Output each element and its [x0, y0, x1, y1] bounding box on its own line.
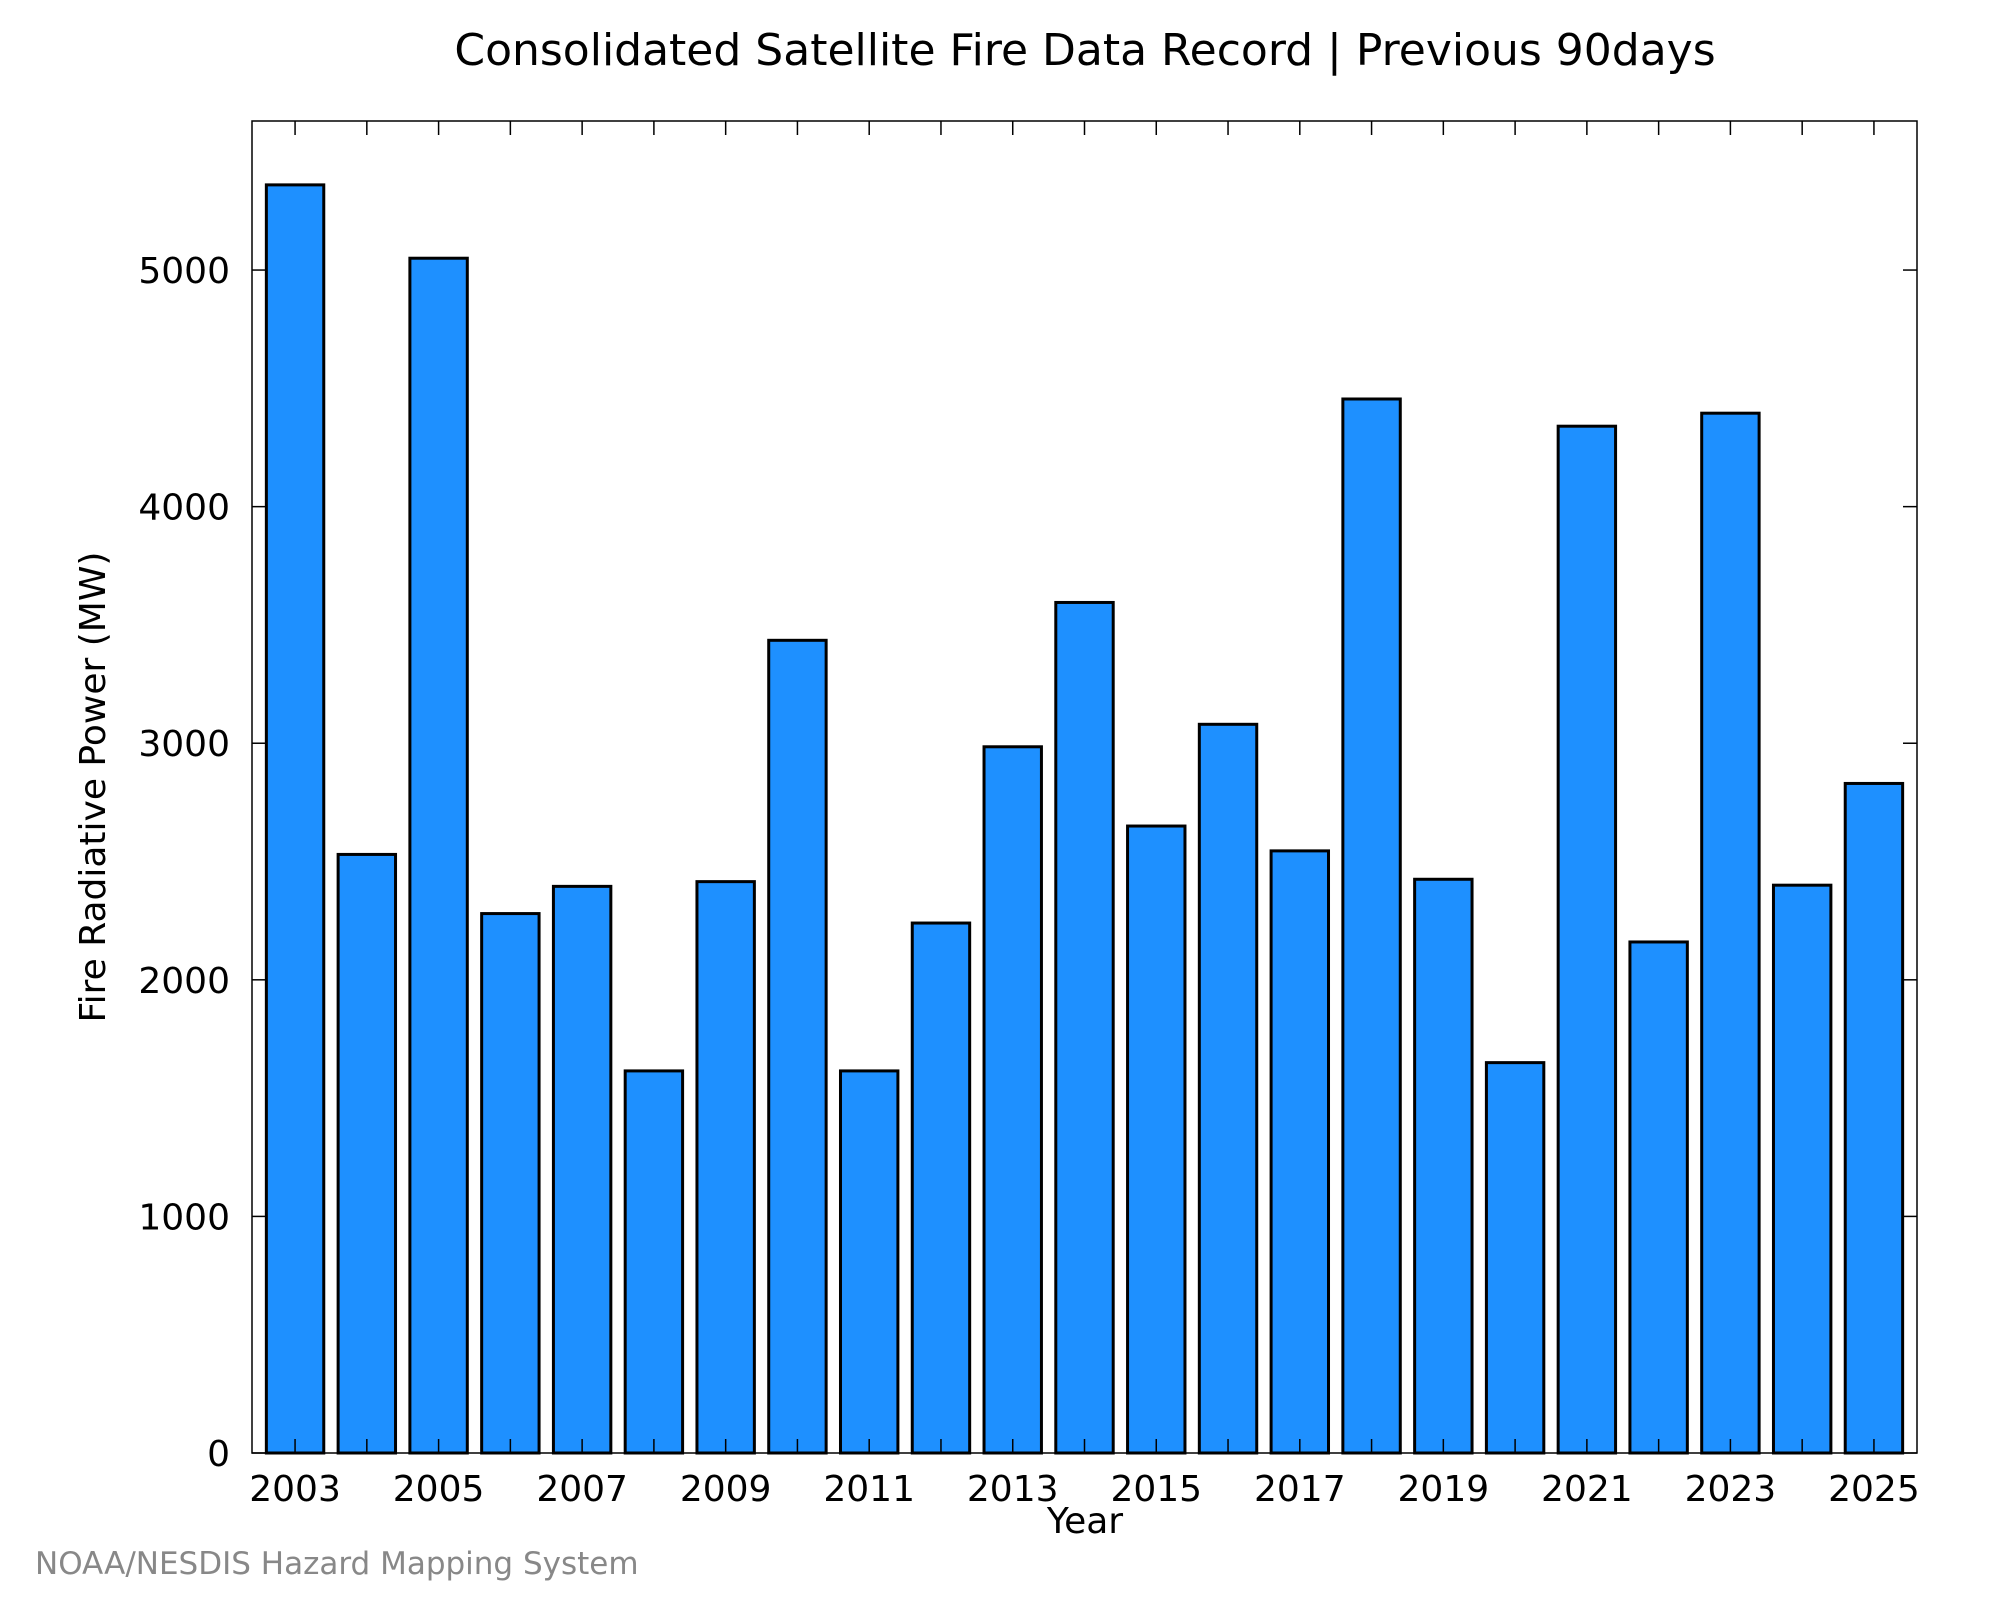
- y-tick-labels: 0 1000 2000 3000 4000 5000: [138, 251, 230, 1475]
- y-tick-label-5000: 5000: [138, 251, 230, 292]
- bar-2008: [623, 1069, 685, 1455]
- bar-2007: [551, 884, 613, 1455]
- bar-2012: [910, 921, 972, 1455]
- y-axis-label: Fire Radiative Power (MW): [73, 552, 114, 1023]
- credit-text: NOAA/NESDIS Hazard Mapping System: [35, 1546, 639, 1582]
- x-tick-label-2025: 2025: [1828, 1469, 1920, 1510]
- bar-2004: [336, 852, 398, 1455]
- x-tick-label-2015: 2015: [1110, 1469, 1202, 1510]
- x-tick-labels: 2003 2005 2007 2009 2011 2013 2015 2017 2019 2021…: [249, 1469, 1920, 1510]
- bar-2011: [838, 1069, 900, 1455]
- y-tick-label-0: 0: [207, 1434, 230, 1475]
- bar-2021: [1556, 424, 1618, 1455]
- bar-2025: [1843, 781, 1905, 1455]
- axis-ticks: [252, 121, 1917, 1454]
- x-tick-label-2013: 2013: [967, 1469, 1059, 1510]
- y-tick-label-4000: 4000: [138, 488, 230, 529]
- bar-2016: [1197, 722, 1259, 1455]
- y-tick-label-2000: 2000: [138, 961, 230, 1002]
- x-tick-label-2017: 2017: [1254, 1469, 1346, 1510]
- bar-2024: [1771, 883, 1833, 1455]
- bar-2003: [264, 183, 326, 1455]
- bar-2018: [1341, 397, 1402, 1455]
- chart-title: Consolidated Satellite Fire Data Record …: [454, 25, 1715, 76]
- bars-group: [264, 183, 1905, 1455]
- x-tick-label-2021: 2021: [1541, 1469, 1633, 1510]
- x-tick-label-2009: 2009: [680, 1469, 772, 1510]
- x-tick-label-2011: 2011: [823, 1469, 915, 1510]
- x-axis-label: Year: [1046, 1501, 1123, 1542]
- bar-2013: [982, 745, 1043, 1455]
- x-tick-label-2007: 2007: [536, 1469, 628, 1510]
- bar-2006: [480, 912, 541, 1455]
- bar-2023: [1700, 411, 1761, 1455]
- x-tick-label-2019: 2019: [1398, 1469, 1490, 1510]
- bar-2015: [1126, 824, 1187, 1455]
- y-tick-label-1000: 1000: [138, 1197, 230, 1238]
- bar-2010: [767, 638, 828, 1455]
- y-tick-label-3000: 3000: [138, 724, 230, 765]
- bar-2017: [1269, 849, 1331, 1455]
- x-tick-label-2005: 2005: [393, 1469, 485, 1510]
- bar-2014: [1054, 600, 1115, 1455]
- x-tick-label-2023: 2023: [1685, 1469, 1777, 1510]
- x-tick-label-2003: 2003: [249, 1469, 341, 1510]
- bar-2005: [408, 256, 469, 1455]
- bar-2019: [1413, 877, 1474, 1455]
- bar-2020: [1484, 1061, 1546, 1455]
- bar-2009: [695, 880, 756, 1455]
- bar-2022: [1628, 940, 1689, 1455]
